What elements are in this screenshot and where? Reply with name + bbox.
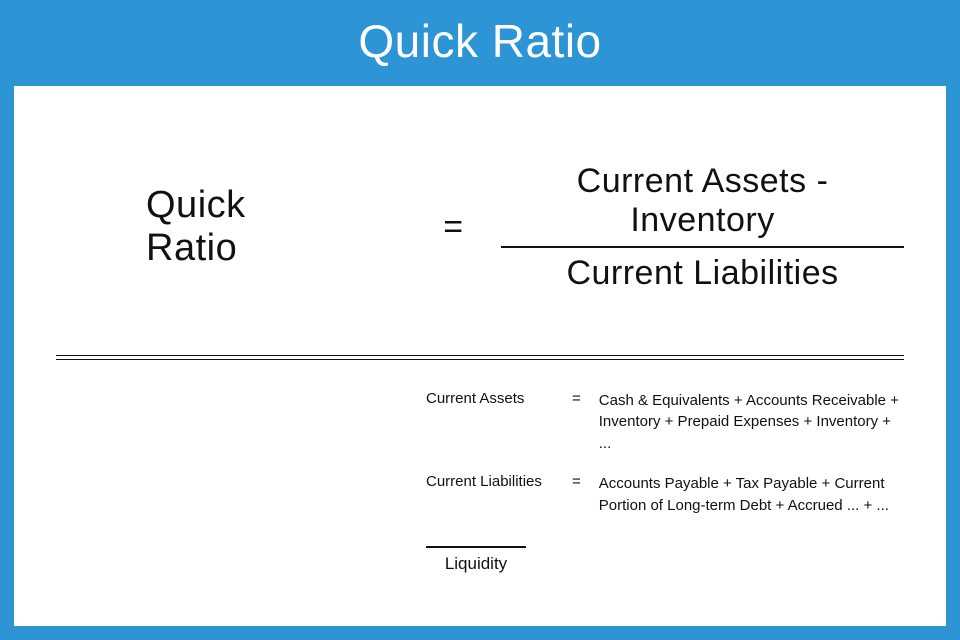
content-card: Quick Ratio = Current Assets - Inventory… [14,86,946,626]
category-label: Liquidity [445,554,507,574]
formula-lhs: Quick Ratio [146,184,335,270]
definition-equals: = [572,390,581,407]
definition-row: Current Liabilities = Accounts Payable +… [426,473,904,517]
formula-denominator: Current Liabilities [554,248,850,299]
formula-numerator: Current Assets - Inventory [501,156,904,246]
definition-term: Current Liabilities [426,473,554,490]
formula-fraction: Current Assets - Inventory Current Liabi… [501,156,904,299]
definition-expansion: Accounts Payable + Tax Payable + Current… [599,473,904,517]
section-divider [56,355,904,360]
definitions-block: Current Assets = Cash & Equivalents + Ac… [426,390,904,574]
definition-term: Current Assets [426,390,554,407]
main-formula: Quick Ratio = Current Assets - Inventory… [146,156,904,299]
category-box: Liquidity [426,546,526,574]
definition-equals: = [572,473,581,490]
page-title: Quick Ratio [0,0,960,86]
definition-expansion: Cash & Equivalents + Accounts Receivable… [599,390,904,455]
category-line [426,546,526,548]
formula-equals: = [443,208,463,247]
definition-row: Current Assets = Cash & Equivalents + Ac… [426,390,904,455]
